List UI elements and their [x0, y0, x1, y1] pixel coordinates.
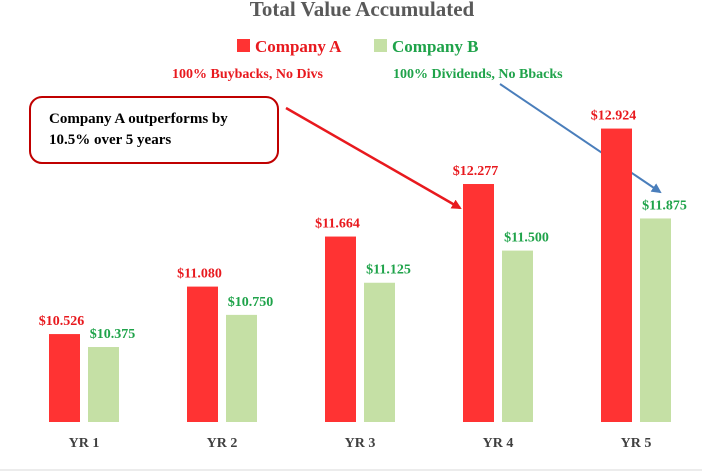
bar-company-b-yr-5: [640, 218, 671, 422]
arrow-to-company-a: [285, 106, 462, 210]
annotation-callout-text: Company A outperforms by 10.5% over 5 ye…: [49, 111, 232, 148]
value-label-company-b-yr-3: $11.125: [366, 263, 411, 278]
x-tick-yr-3: YR 3: [345, 436, 376, 451]
x-tick-yr-4: YR 4: [483, 436, 514, 451]
bar-company-b-yr-4: [502, 250, 533, 422]
x-tick-yr-1: YR 1: [69, 436, 100, 451]
bar-company-b-yr-2: [226, 314, 257, 422]
legend-swatch-company-a: [237, 39, 250, 52]
value-label-company-b-yr-1: $10.375: [90, 327, 136, 342]
value-label-company-b-yr-5: $11.875: [642, 198, 687, 213]
value-label-company-b-yr-2: $10.750: [228, 295, 274, 310]
annotation-callout-box: [29, 96, 279, 164]
arrow-to-company-b: [499, 83, 662, 194]
x-axis-ticks-group: YR 1 YR 2 YR 3 YR 4 YR 5: [69, 436, 652, 451]
series-a-description: 100% Buybacks, No Divs: [172, 67, 323, 82]
bar-company-a-yr-2: [187, 286, 218, 422]
series-b-description: 100% Dividends, No Bbacks: [393, 67, 563, 82]
bars-group: [49, 128, 671, 422]
bar-company-a-yr-4: [463, 184, 494, 422]
bar-company-a-yr-5: [601, 128, 632, 422]
value-label-company-a-yr-3: $11.664: [315, 217, 360, 232]
x-tick-yr-2: YR 2: [207, 436, 238, 451]
bar-company-b-yr-1: [88, 347, 119, 422]
chart-title: Total Value Accumulated: [250, 0, 475, 21]
value-label-company-a-yr-1: $10.526: [39, 314, 85, 329]
legend-swatch-company-b: [374, 39, 387, 52]
value-label-company-a-yr-2: $11.080: [177, 267, 222, 282]
bar-company-a-yr-3: [325, 236, 356, 422]
value-label-company-a-yr-4: $12.277: [453, 164, 499, 179]
bar-company-a-yr-1: [49, 334, 80, 422]
value-labels-group: $10.526 $10.375 $11.080 $10.750 $11.664 $11.1…: [39, 109, 687, 342]
legend-label-company-a: Company A: [255, 37, 342, 56]
value-label-company-a-yr-5: $12.924: [591, 109, 637, 124]
value-label-company-b-yr-4: $11.500: [504, 231, 549, 246]
x-tick-yr-5: YR 5: [621, 436, 652, 451]
bar-company-b-yr-3: [364, 282, 395, 422]
legend-label-company-b: Company B: [392, 37, 478, 56]
